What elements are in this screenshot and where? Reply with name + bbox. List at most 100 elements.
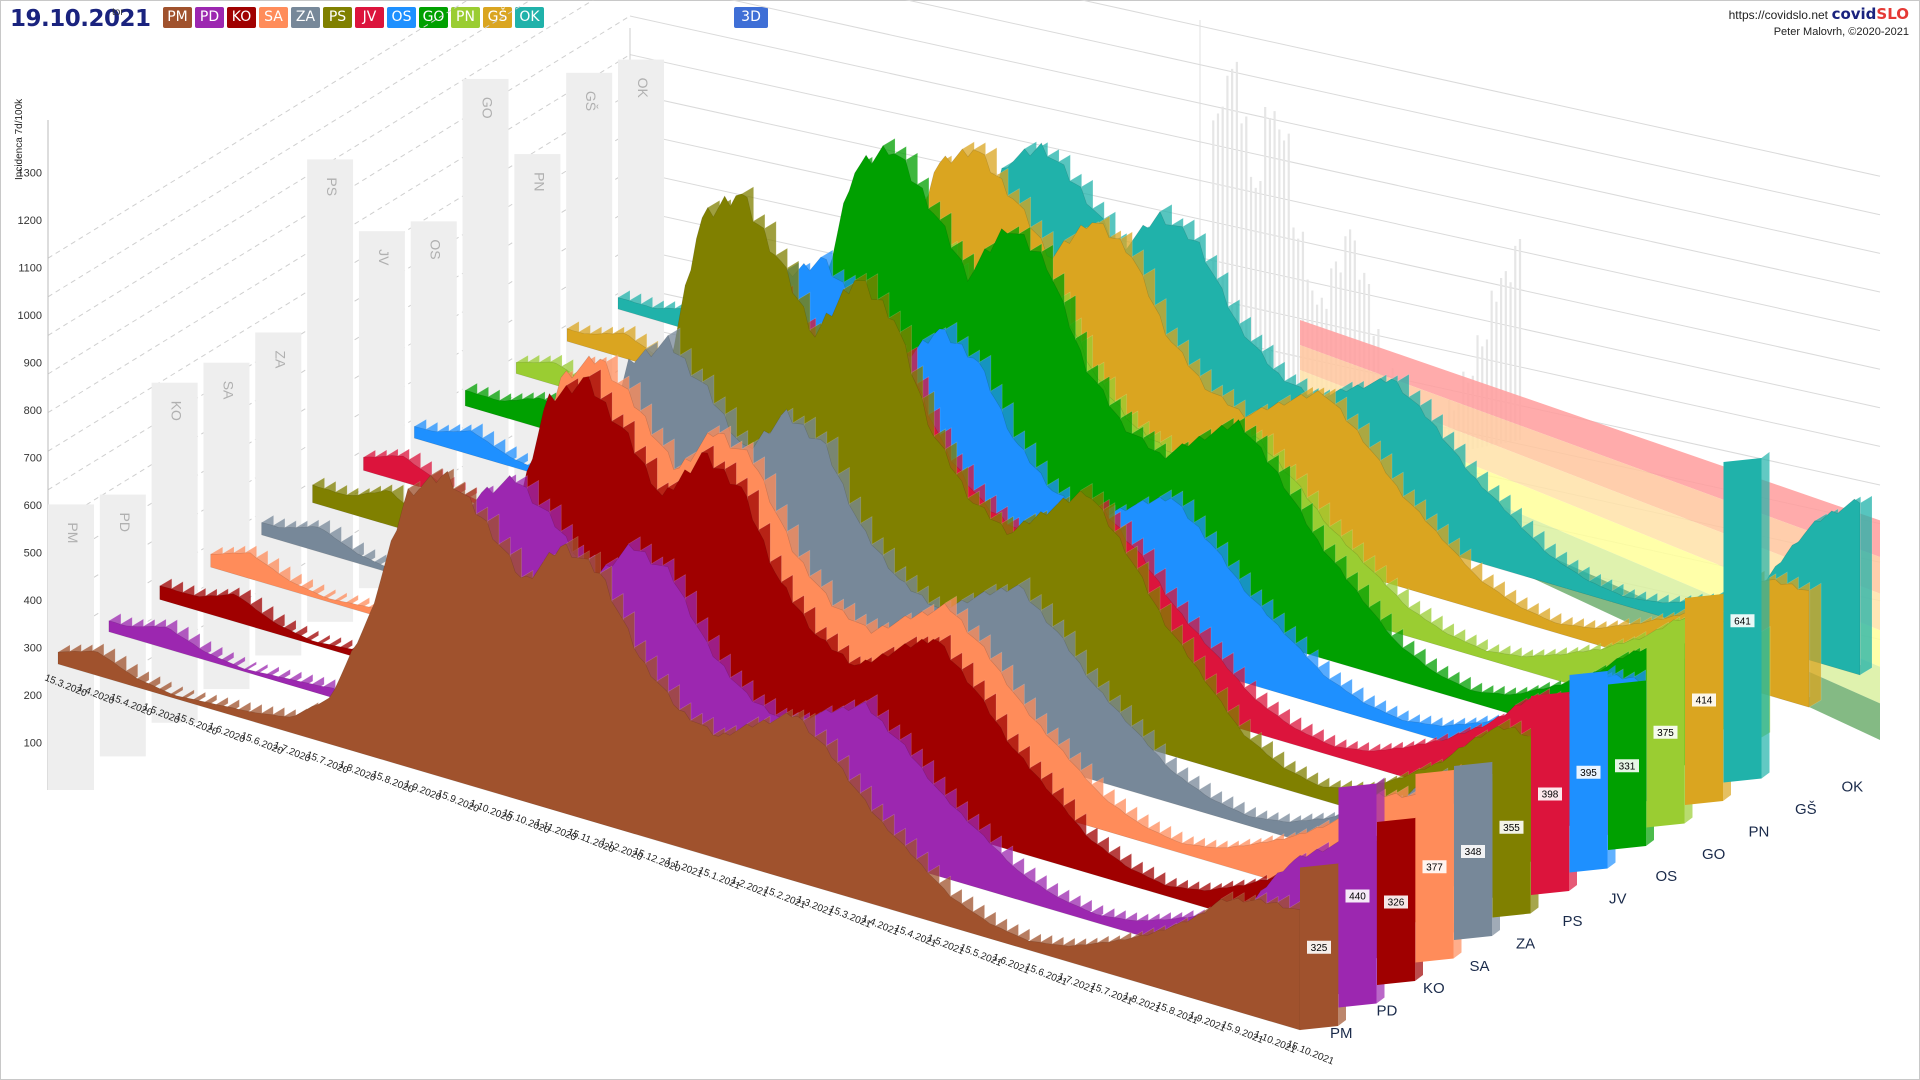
region-label-os: OS bbox=[1656, 868, 1678, 885]
y-tick-label: 400 bbox=[24, 595, 42, 607]
value-label-za: 348 bbox=[1465, 847, 1482, 858]
grid-line bbox=[904, 0, 1881, 216]
x-tick-label: 1.7.2020 bbox=[272, 740, 313, 765]
x-tick-label: 1.2.2021 bbox=[729, 875, 770, 900]
y-axis: 100 200 300 400 500 600 700 800 900 1000 1100 1200 1… bbox=[14, 98, 42, 750]
region-label-ps: PS bbox=[1563, 913, 1583, 930]
value-label-go: 331 bbox=[1619, 761, 1636, 772]
region-label-pm: PM bbox=[1330, 1025, 1353, 1042]
grid-line bbox=[629, 15, 1881, 293]
weekday-label: tor bbox=[112, 7, 124, 18]
wall-label-os: OS bbox=[428, 239, 444, 259]
legend-item-pd[interactable]: PD bbox=[195, 7, 224, 28]
wall-label-gš: GŠ bbox=[583, 91, 599, 111]
bar-side-ok bbox=[1761, 452, 1770, 779]
legend-item-pm[interactable]: PM bbox=[163, 7, 192, 28]
wall-label-sa: SA bbox=[220, 381, 236, 400]
wall-label-ko: KO bbox=[169, 401, 185, 421]
wall-peak-sa bbox=[203, 362, 250, 690]
value-label-pn: 375 bbox=[1657, 728, 1674, 739]
grid-line bbox=[47, 15, 631, 375]
value-label-os: 395 bbox=[1580, 768, 1597, 779]
y-tick-label: 1200 bbox=[18, 215, 42, 227]
grid-line bbox=[1079, 0, 1881, 177]
date-label: 19.10.2021 bbox=[10, 6, 151, 32]
site-url-link[interactable]: https://covidslo.net bbox=[1728, 8, 1828, 22]
x-tick-label: 1.5.2021 bbox=[925, 933, 966, 958]
legend-item-ko[interactable]: KO bbox=[227, 7, 256, 28]
legend-item-ok[interactable]: OK bbox=[515, 7, 544, 28]
value-label-bg bbox=[1692, 693, 1716, 707]
current-value-bars: 325 440 326 377 348 355 398 395 331 375 414 641 bbox=[1300, 452, 1770, 1030]
wall-label-go: GO bbox=[480, 97, 496, 119]
x-tick-label: 1.9.2020 bbox=[402, 779, 443, 804]
value-label-bg bbox=[1422, 860, 1447, 874]
wall-label-jv: JV bbox=[376, 249, 392, 266]
region-label-go: GO bbox=[1702, 846, 1725, 863]
wall-label-pd: PD bbox=[117, 513, 133, 532]
y-tick-label: 1100 bbox=[18, 263, 42, 275]
value-label-bg bbox=[1730, 614, 1755, 628]
view-3d-button[interactable]: 3D bbox=[734, 7, 768, 28]
x-tick-label: 1.6.2020 bbox=[206, 721, 247, 746]
series-layers bbox=[57, 137, 1873, 1031]
value-label-bg bbox=[1538, 787, 1562, 801]
wall-label-za: ZA bbox=[272, 350, 288, 369]
brand-part-2: SLO bbox=[1876, 5, 1909, 23]
value-label-jv: 398 bbox=[1542, 790, 1559, 801]
legend-item-za[interactable]: ZA bbox=[291, 7, 320, 28]
y-tick-label: 500 bbox=[24, 548, 42, 560]
legend-item-ps[interactable]: PS bbox=[323, 7, 352, 28]
value-label-bg bbox=[1345, 889, 1370, 903]
wall-label-ok: OK bbox=[635, 78, 651, 99]
wall-label-pm: PM bbox=[65, 522, 81, 543]
wall-peak-ko bbox=[151, 382, 198, 723]
x-tick-label: 1.8.2020 bbox=[337, 759, 378, 784]
brand-logo[interactable]: covidSLO bbox=[1832, 5, 1909, 23]
value-label-bg bbox=[1307, 940, 1331, 954]
region-label-ok: OK bbox=[1842, 779, 1864, 796]
region-axis-labels: PM PD KO SA ZA PS JV OS GO PN GŠ OK bbox=[1330, 779, 1863, 1042]
y-axis-title: Incidenca 7d/100k bbox=[14, 98, 25, 180]
x-tick-label: 1.6.2021 bbox=[991, 952, 1032, 977]
legend-item-go[interactable]: GO bbox=[419, 7, 448, 28]
y-tick-label: 200 bbox=[24, 690, 42, 702]
value-label-ko: 326 bbox=[1388, 898, 1405, 909]
value-label-pm: 325 bbox=[1311, 943, 1328, 954]
y-tick-label: 900 bbox=[24, 358, 42, 370]
y-tick-label: 1300 bbox=[18, 168, 42, 180]
x-tick-label: 1.3.2021 bbox=[795, 894, 836, 919]
x-tick-label: 1.4.2021 bbox=[860, 913, 901, 938]
value-label-bg bbox=[1653, 725, 1678, 739]
legend-item-sa[interactable]: SA bbox=[259, 7, 288, 28]
value-label-bg bbox=[1615, 759, 1639, 773]
legend-item-jv[interactable]: JV bbox=[355, 7, 384, 28]
x-tick-label: 1.7.2021 bbox=[1056, 971, 1097, 996]
region-label-pn: PN bbox=[1749, 823, 1770, 840]
value-label-pd: 440 bbox=[1349, 892, 1366, 903]
grid-line bbox=[730, 0, 1881, 254]
region-label-gš: GŠ bbox=[1795, 801, 1817, 818]
wall-label-ps: PS bbox=[324, 177, 340, 196]
y-tick-label: 100 bbox=[24, 738, 42, 750]
grid-line bbox=[47, 0, 595, 336]
legend-item-gš[interactable]: GŠ bbox=[483, 7, 512, 28]
wall-label-pn: PN bbox=[531, 172, 547, 191]
region-label-ko: KO bbox=[1423, 980, 1445, 997]
y-tick-label: 300 bbox=[24, 643, 42, 655]
y-tick-label: 800 bbox=[24, 405, 42, 417]
y-tick-label: 600 bbox=[24, 500, 42, 512]
y-tick-label: 700 bbox=[24, 453, 42, 465]
x-tick-label: 1.9.2021 bbox=[1187, 1010, 1228, 1035]
value-label-gš: 414 bbox=[1696, 696, 1713, 707]
region-label-pd: PD bbox=[1377, 1003, 1398, 1020]
region-label-za: ZA bbox=[1516, 935, 1535, 952]
legend-item-os[interactable]: OS bbox=[387, 7, 416, 28]
value-label-bg bbox=[1384, 895, 1408, 909]
x-tick-label: 1.1.2021 bbox=[664, 856, 705, 881]
series-pm bbox=[57, 470, 1301, 1031]
region-label-jv: JV bbox=[1609, 891, 1627, 908]
copyright-label: Peter Malovrh, ©2020-2021 bbox=[1773, 26, 1909, 38]
legend-item-pn[interactable]: PN bbox=[451, 7, 480, 28]
x-tick-label: 1.8.2021 bbox=[1121, 990, 1162, 1015]
